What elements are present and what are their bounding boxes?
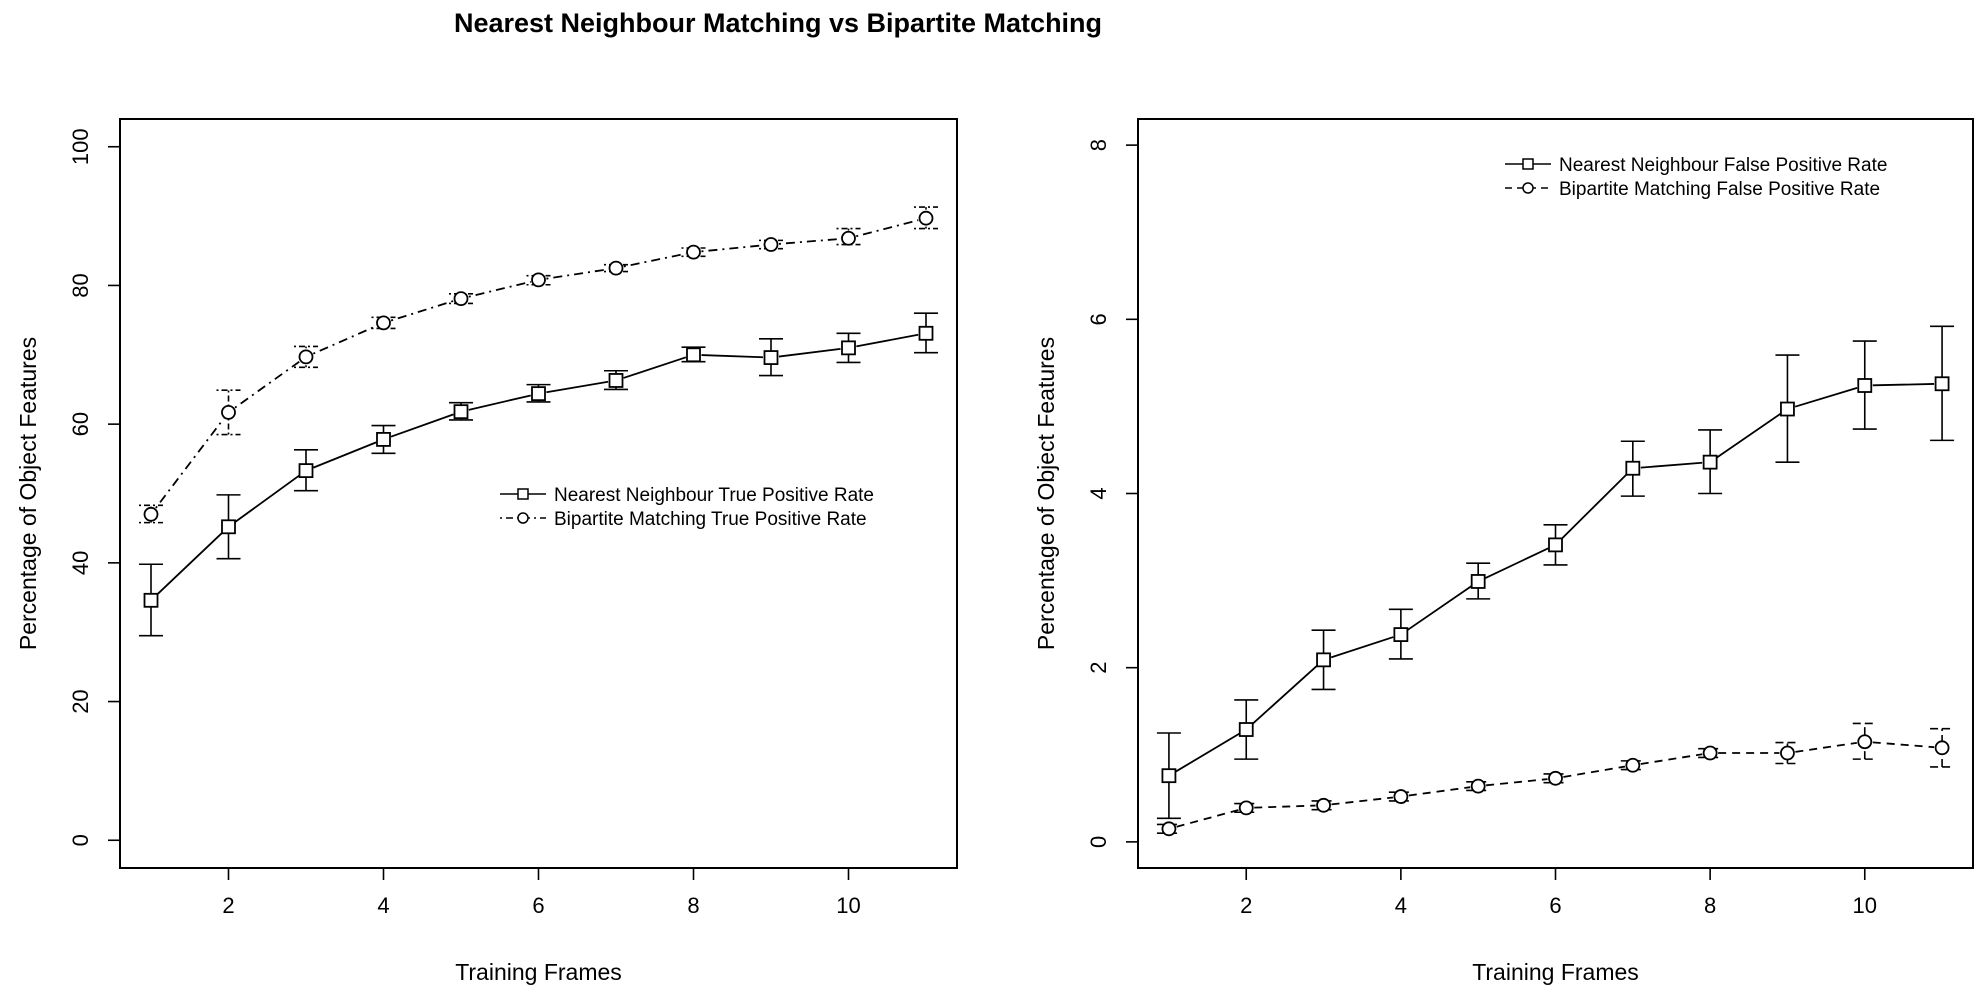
nearest-neighbour-point (143, 592, 159, 608)
y-tick-label: 0 (1086, 836, 1111, 848)
nearest-neighbour-legend-label: Nearest Neighbour False Positive Rate (1559, 155, 1887, 176)
nearest-neighbour-point (608, 373, 624, 388)
nearest-neighbour-point (918, 325, 934, 341)
nearest-neighbour-point (1857, 378, 1873, 393)
bipartite-matching-point (221, 404, 236, 420)
bipartite-matching-point (686, 244, 701, 260)
x-tick-label: 6 (1549, 893, 1561, 918)
y-tick-label: 6 (1086, 313, 1111, 325)
x-axis-title: Training Frames (1472, 959, 1639, 985)
figure-title: Nearest Neighbour Matching vs Bipartite … (454, 8, 1102, 38)
bipartite-matching-legend-marker (517, 512, 529, 524)
nearest-neighbour-point (1470, 574, 1486, 589)
nearest-neighbour-point (1934, 376, 1950, 392)
y-tick-label: 20 (68, 689, 93, 713)
y-tick-label: 8 (1086, 139, 1111, 151)
nearest-neighbour-point (686, 347, 701, 363)
chart-panel-false-positive: 2 4 6 8 10 0 2 4 6 8 Training Frames Percentage of … (1033, 118, 1974, 985)
nearest-neighbour-legend-marker (517, 488, 529, 500)
nearest-neighbour-point (1625, 460, 1641, 476)
bipartite-matching-point (763, 237, 779, 252)
nearest-neighbour-point (1161, 768, 1177, 784)
bipartite-matching-point (1548, 770, 1563, 786)
bipartite-matching-point (1625, 757, 1641, 773)
nearest-neighbour-point (1316, 652, 1331, 668)
nearest-neighbour-point (453, 404, 469, 420)
y-tick-label: 0 (68, 834, 93, 846)
y-tick-label: 100 (68, 128, 93, 165)
y-tick-label: 4 (1086, 487, 1111, 499)
bipartite-matching-point (1702, 745, 1718, 761)
y-tick-label: 2 (1086, 662, 1111, 674)
bipartite-matching-point (841, 230, 856, 246)
y-axis-title: Percentage of Object Features (15, 337, 41, 650)
bipartite-matching-point (1857, 734, 1873, 750)
x-tick-label: 4 (1395, 893, 1407, 918)
bipartite-matching-legend-label: Bipartite Matching False Positive Rate (1559, 179, 1880, 200)
x-tick-label: 10 (836, 893, 860, 918)
y-tick-label: 80 (68, 273, 93, 297)
nearest-neighbour-point (1238, 722, 1254, 737)
bipartite-matching-legend-marker (1522, 182, 1534, 194)
nearest-neighbour-point (221, 519, 236, 535)
x-axis-title: Training Frames (455, 959, 622, 985)
bipartite-matching-point (1393, 789, 1409, 804)
nearest-neighbour-series-line (1175, 383, 1935, 773)
bipartite-matching-point (918, 210, 934, 226)
x-tick-label: 4 (377, 893, 389, 918)
bipartite-matching-point (1934, 740, 1950, 756)
x-tick-label: 8 (687, 893, 699, 918)
nearest-neighbour-point (1702, 454, 1718, 470)
nearest-neighbour-point (531, 386, 546, 402)
nearest-neighbour-point (376, 432, 391, 447)
nearest-neighbour-point (1548, 537, 1563, 553)
bipartite-matching-legend-label: Bipartite Matching True Positive Rate (554, 509, 867, 530)
x-tick-label: 8 (1704, 893, 1716, 918)
bipartite-matching-point (1316, 797, 1331, 813)
bipartite-matching-point (1780, 745, 1795, 761)
bipartite-matching-point (143, 506, 159, 522)
nearest-neighbour-point (1780, 401, 1795, 417)
bipartite-matching-point (531, 272, 546, 288)
bipartite-matching-series-line (1176, 741, 1935, 828)
nearest-neighbour-legend-marker (1522, 158, 1534, 170)
bipartite-matching-point (608, 260, 624, 276)
nearest-neighbour-series-line (156, 333, 919, 596)
x-tick-label: 2 (222, 893, 234, 918)
x-tick-label: 2 (1240, 893, 1252, 918)
y-axis-title: Percentage of Object Features (1033, 337, 1059, 650)
x-tick-label: 6 (532, 893, 544, 918)
nearest-neighbour-point (763, 350, 779, 365)
plot-frame (1137, 118, 1974, 869)
nearest-neighbour-legend-label: Nearest Neighbour True Positive Rate (554, 485, 874, 506)
bipartite-matching-point (453, 291, 469, 307)
bipartite-matching-point (298, 349, 314, 365)
bipartite-matching-point (1161, 821, 1177, 837)
bipartite-matching-point (376, 315, 391, 331)
bipartite-matching-point (1238, 800, 1254, 816)
bipartite-matching-series-line (155, 219, 919, 509)
x-tick-label: 10 (1853, 893, 1877, 918)
y-tick-label: 60 (68, 412, 93, 436)
y-tick-label: 40 (68, 551, 93, 575)
nearest-neighbour-point (1393, 627, 1409, 642)
nearest-neighbour-point (841, 340, 856, 356)
nearest-neighbour-point (298, 463, 314, 479)
bipartite-matching-point (1470, 778, 1486, 794)
